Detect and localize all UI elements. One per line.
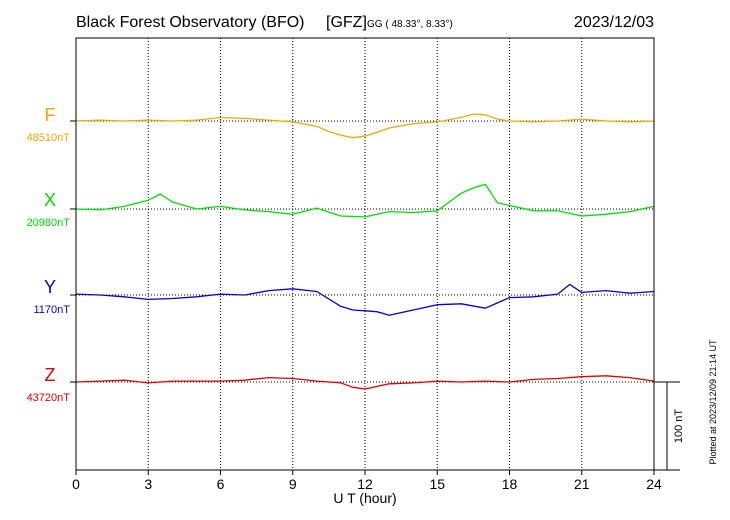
x-tick-label-9: 9 [289,476,297,492]
x-axis-label: U T (hour) [333,490,396,506]
chart-date: 2023/12/03 [574,14,654,31]
chart-tag: [GFZ] [326,14,367,31]
x-tick-label-18: 18 [502,476,518,492]
x-tick-label-15: 15 [429,476,445,492]
x-tick-label-21: 21 [574,476,590,492]
series-line-X [75,183,655,218]
x-tick-label-6: 6 [217,476,225,492]
series-line-F [75,113,655,139]
x-tick-label-12: 12 [357,476,373,492]
series-group [70,113,655,390]
series-name-X: X [44,190,56,210]
x-tick-label-24: 24 [646,476,662,492]
series-name-Z: Z [45,365,56,385]
series-baseline-Z: 43720nT [27,392,71,404]
plotted-at-note: Plotted at 2023/12/09 21:14 UT [708,339,718,465]
series-baseline-Y: 1170nT [34,304,71,316]
x-axis: 0 3 6 9 12 15 18 21 24 [72,470,662,492]
series-name-F: F [45,105,56,125]
chart-coords: GG ( 48.33°, 8.33°) [367,19,453,30]
chart-title: Black Forest Observatory (BFO) [76,14,305,31]
series-labels: F 48510nT X 20980nT Y 1170nT Z 43720nT [27,105,71,404]
x-tick-label-3: 3 [144,476,152,492]
series-name-Y: Y [44,277,56,297]
series-line-Z [75,375,655,390]
series-line-Y [75,283,655,316]
series-baseline-F: 48510nT [27,132,71,144]
series-baseline-X: 20980nT [27,217,71,229]
scale-bar: 100 nT [654,381,685,471]
x-tick-label-0: 0 [72,476,80,492]
grid [147,38,583,470]
scale-bar-label: 100 nT [673,409,685,444]
